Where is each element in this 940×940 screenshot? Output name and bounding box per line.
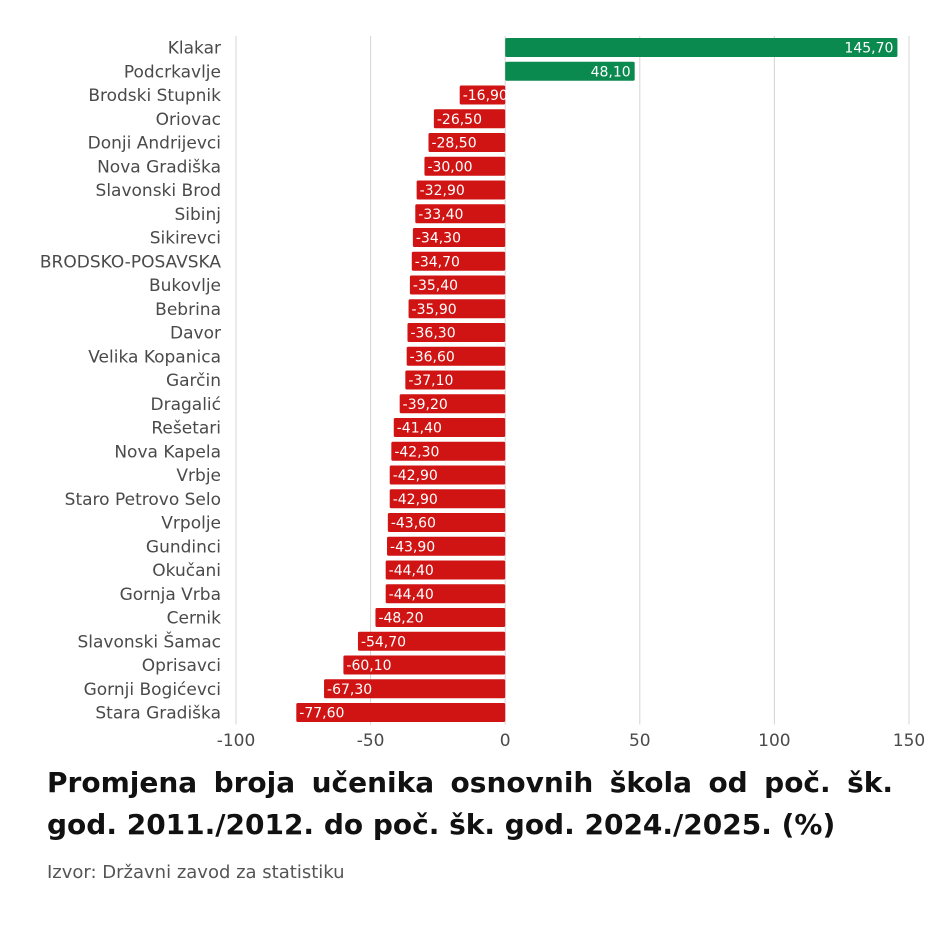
- chart-source: Izvor: Državni zavod za statistiku: [47, 862, 345, 883]
- category-label: Bebrina: [155, 300, 221, 320]
- data-label: -54,70: [361, 634, 406, 650]
- bar-chart: Klakar 145,70 Podcrkavlje 48,10 Brodski Stup…: [40, 36, 925, 751]
- bar: [408, 299, 506, 319]
- bar: [324, 679, 506, 699]
- bar: [385, 584, 506, 604]
- bar: [343, 655, 506, 675]
- data-label: -42,90: [393, 492, 438, 508]
- data-label: 145,70: [844, 41, 893, 57]
- data-label: -39,20: [403, 397, 448, 413]
- bar: [387, 513, 506, 532]
- bar: [505, 61, 635, 81]
- category-label: Nova Gradiška: [97, 157, 221, 177]
- x-tick-label: 100: [758, 731, 790, 751]
- category-label: Gundinci: [146, 537, 221, 557]
- data-label: -16,90: [463, 88, 508, 104]
- category-label: Dragalić: [151, 395, 222, 415]
- bar: [393, 418, 506, 437]
- bar: [406, 346, 506, 366]
- category-label: Brodski Stupnik: [88, 86, 221, 106]
- bar: [411, 251, 506, 271]
- data-label: -37,10: [408, 373, 453, 389]
- category-label: Sibinj: [174, 205, 221, 225]
- category-label: Cernik: [167, 609, 222, 629]
- category-label: Bukovlje: [149, 276, 221, 296]
- category-label: Davor: [170, 324, 221, 344]
- bar: [416, 180, 506, 200]
- bar: [433, 109, 506, 129]
- data-label: -26,50: [437, 112, 482, 128]
- bar: [296, 703, 506, 722]
- data-label: -35,40: [413, 278, 458, 294]
- category-label: Velika Kopanica: [88, 347, 221, 367]
- category-label: Okučani: [152, 561, 221, 581]
- category-label: Slavonski Šamac: [77, 630, 221, 652]
- bar: [412, 228, 506, 247]
- category-label: Garčin: [166, 371, 221, 391]
- data-label: -34,70: [415, 254, 460, 270]
- bar: [424, 156, 506, 176]
- bar: [391, 441, 506, 461]
- bar: [459, 85, 506, 105]
- bar: [415, 204, 506, 224]
- bar: [409, 275, 506, 295]
- data-label: -60,10: [346, 658, 391, 674]
- data-label: -67,30: [327, 682, 372, 698]
- data-label: -77,60: [299, 706, 344, 722]
- data-label: -42,30: [394, 444, 439, 460]
- x-tick-label: 0: [500, 731, 511, 751]
- bar: [385, 560, 506, 580]
- data-label: -35,90: [412, 302, 457, 318]
- data-label: -42,90: [393, 468, 438, 484]
- data-label: -32,90: [420, 183, 465, 199]
- category-label: Klakar: [168, 39, 221, 59]
- category-label: Slavonski Brod: [96, 181, 221, 201]
- data-label: -28,50: [431, 136, 476, 152]
- category-label: Stara Gradiška: [95, 704, 221, 724]
- bar: [407, 323, 506, 342]
- data-label: -33,40: [418, 207, 463, 223]
- bar: [505, 38, 898, 57]
- data-label: 48,10: [591, 64, 631, 80]
- data-label: -36,30: [410, 326, 455, 342]
- bar: [389, 465, 506, 485]
- category-label: Vrbje: [176, 466, 221, 486]
- category-label: BRODSKO-POSAVSKA: [40, 252, 221, 272]
- category-label: Donji Andrijevci: [88, 134, 221, 154]
- x-tick-label: -50: [357, 731, 385, 751]
- category-label: Sikirevci: [150, 229, 221, 249]
- x-tick-label: 150: [893, 731, 925, 751]
- category-label: Oprisavci: [142, 656, 221, 676]
- category-label: Podcrkavlje: [124, 62, 221, 82]
- x-tick-label: 50: [629, 731, 651, 751]
- category-label: Gornja Vrba: [120, 585, 221, 605]
- data-label: -36,60: [410, 349, 455, 365]
- category-label: Nova Kapela: [114, 442, 221, 462]
- data-label: -44,40: [389, 587, 434, 603]
- data-label: -34,30: [416, 231, 461, 247]
- category-label: Vrpolje: [161, 514, 221, 534]
- bar: [399, 394, 506, 414]
- data-label: -43,60: [391, 516, 436, 532]
- bar: [405, 370, 506, 390]
- category-label: Gornji Bogićevci: [84, 680, 221, 700]
- data-label: -30,00: [427, 159, 472, 175]
- bar: [428, 133, 506, 152]
- data-label: -43,90: [390, 539, 435, 555]
- data-label: -41,40: [397, 421, 442, 437]
- data-label: -44,40: [389, 563, 434, 579]
- bar: [389, 489, 506, 509]
- category-label: Rešetari: [151, 419, 221, 439]
- category-label: Oriovac: [156, 110, 221, 130]
- bar: [357, 631, 506, 651]
- bar: [387, 536, 506, 556]
- bar: [375, 608, 506, 627]
- category-label: Staro Petrovo Selo: [65, 490, 221, 510]
- data-label: -48,20: [378, 611, 423, 627]
- chart-title: Promjena broja učenika osnovnih škola od…: [47, 766, 893, 841]
- x-tick-label: -100: [217, 731, 256, 751]
